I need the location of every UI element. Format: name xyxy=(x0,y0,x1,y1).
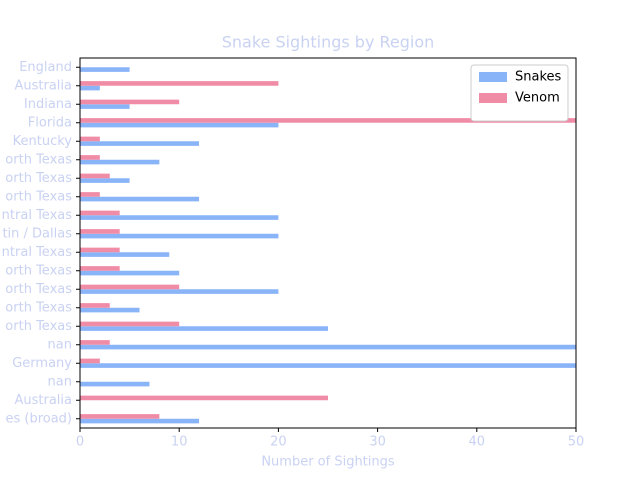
y-tick-label: orth Texas xyxy=(5,189,72,204)
bar xyxy=(80,159,160,165)
bar xyxy=(80,215,279,220)
bar xyxy=(80,229,120,234)
bar xyxy=(80,321,180,327)
x-tick-label: 50 xyxy=(568,435,585,450)
y-tick-label: nan xyxy=(48,374,72,389)
bar xyxy=(80,252,170,257)
x-axis-label: Number of Sightings xyxy=(261,455,395,470)
bar xyxy=(80,266,120,271)
bar xyxy=(80,303,110,308)
y-tick-label: Germany xyxy=(12,356,72,371)
bar xyxy=(80,270,180,276)
y-tick-label: orth Texas xyxy=(5,171,72,186)
bar xyxy=(80,344,576,350)
y-tick-label: orth Texas xyxy=(5,152,72,167)
bar xyxy=(80,104,130,109)
x-tick-label: 10 xyxy=(171,435,188,450)
bar xyxy=(80,67,130,72)
bar xyxy=(80,284,180,290)
bar xyxy=(80,173,110,179)
y-tick-label: nan xyxy=(48,337,72,352)
bar xyxy=(80,247,120,253)
bar xyxy=(80,85,100,91)
bar xyxy=(80,210,120,216)
bar xyxy=(80,81,279,86)
bar xyxy=(80,155,100,160)
bar xyxy=(80,395,328,401)
bar xyxy=(80,414,160,419)
y-tick-label: Australia xyxy=(14,78,72,93)
x-tick-label: 40 xyxy=(469,435,486,450)
y-tick-label: orth Texas xyxy=(5,300,72,315)
bar xyxy=(80,192,100,197)
legend-swatch xyxy=(479,93,507,103)
chart-title: Snake Sightings by Region xyxy=(222,33,435,52)
bar xyxy=(80,122,279,128)
plot-frame xyxy=(79,57,577,429)
bar xyxy=(80,363,576,368)
bar xyxy=(80,136,100,142)
bar xyxy=(80,196,200,202)
y-tick-label: orth Texas xyxy=(5,319,72,334)
y-tick-label: ntral Texas xyxy=(2,208,73,223)
bar xyxy=(80,289,279,294)
y-tick-label: England xyxy=(19,60,72,75)
legend-label: Snakes xyxy=(515,70,562,85)
bar xyxy=(80,340,110,345)
y-tick-label: orth Texas xyxy=(5,282,72,297)
bar xyxy=(80,118,576,123)
bar xyxy=(80,99,180,105)
y-tick-label: tin / Dallas xyxy=(2,226,72,241)
y-tick-label: Kentucky xyxy=(13,134,73,149)
bar xyxy=(80,381,150,387)
x-tick-label: 30 xyxy=(369,435,386,450)
y-tick-label: orth Texas xyxy=(5,263,72,278)
x-tick-label: 0 xyxy=(76,435,84,450)
y-tick-label: Florida xyxy=(28,115,72,130)
bar xyxy=(80,326,328,331)
bar xyxy=(80,233,279,239)
legend-label: Venom xyxy=(515,91,560,106)
legend-swatch xyxy=(479,72,507,82)
bar xyxy=(80,418,200,424)
y-tick-label: es (broad) xyxy=(5,411,72,426)
bar xyxy=(80,178,130,183)
bar xyxy=(80,141,200,146)
bar xyxy=(80,307,140,313)
bar xyxy=(80,358,100,364)
y-tick-label: ntral Texas xyxy=(2,245,73,260)
x-tick-label: 20 xyxy=(270,435,287,450)
y-tick-label: Indiana xyxy=(24,97,72,112)
y-tick-label: Australia xyxy=(14,393,72,408)
